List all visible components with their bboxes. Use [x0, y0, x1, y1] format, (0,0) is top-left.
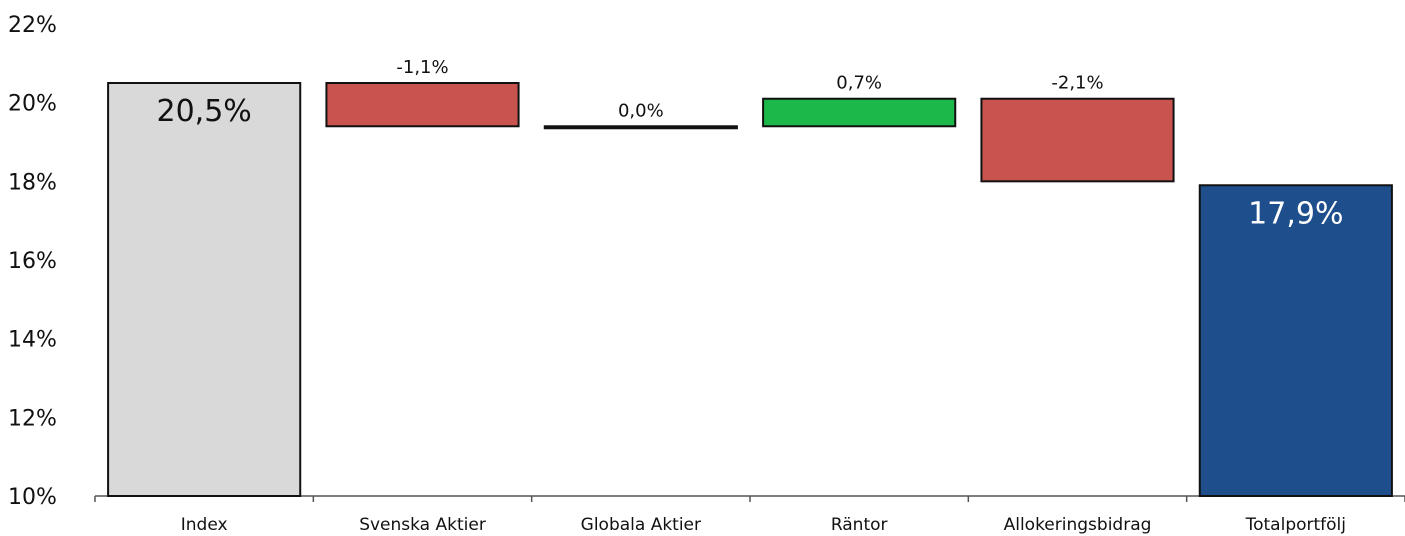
category-label: Räntor: [831, 515, 888, 535]
y-tick-label: 18%: [8, 170, 57, 195]
data-label: -1,1%: [396, 57, 448, 78]
y-tick-label: 12%: [8, 406, 57, 431]
bar-allokeringsbidrag: [980, 97, 1175, 183]
bar-index: [107, 82, 302, 497]
category-label: Svenska Aktier: [359, 515, 486, 535]
category-label: Totalportfölj: [1245, 515, 1346, 535]
data-label: 0,7%: [836, 73, 882, 94]
data-label: 20,5%: [157, 94, 252, 129]
y-axis: 10% 12% 14% 16% 18% 20% 22%: [8, 13, 57, 510]
category-label: Index: [181, 515, 228, 535]
bars: [107, 82, 1393, 497]
bar-totalportf-lj: [1198, 184, 1393, 497]
data-labels: 20,5% -1,1% 0,0% 0,7% -2,1% 17,9%: [157, 57, 1344, 231]
bar-globala-aktier: [543, 125, 738, 130]
data-label: 17,9%: [1248, 196, 1343, 231]
bar-svenska-aktier: [325, 82, 520, 128]
y-tick-label: 20%: [8, 92, 57, 117]
x-axis: Index Svenska Aktier Globala Aktier Räntor A…: [94, 495, 1405, 535]
y-tick-label: 22%: [8, 13, 57, 38]
y-tick-label: 14%: [8, 328, 57, 353]
category-label: Allokeringsbidrag: [1004, 515, 1152, 535]
bar-r-ntor: [762, 97, 957, 128]
data-label: -2,1%: [1051, 73, 1103, 94]
y-tick-label: 16%: [8, 249, 57, 274]
y-tick-label: 10%: [8, 485, 57, 510]
data-label: 0,0%: [618, 100, 664, 121]
category-label: Globala Aktier: [581, 515, 701, 535]
